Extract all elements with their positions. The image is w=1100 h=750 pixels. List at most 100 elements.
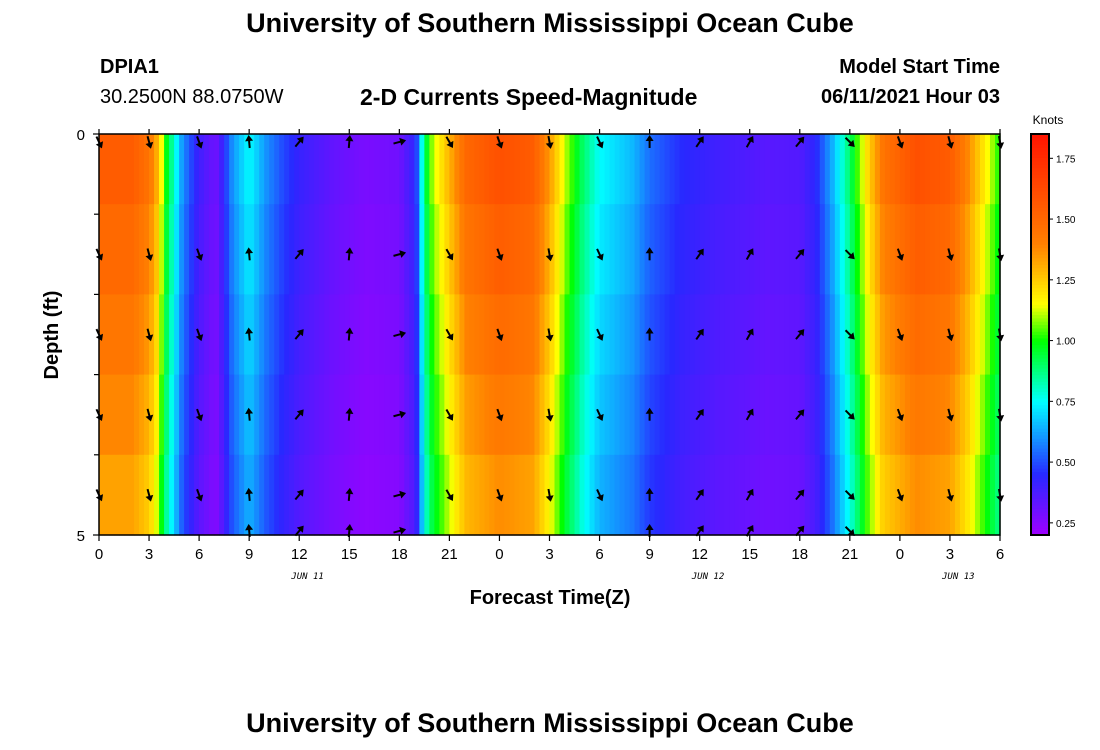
colorbar-segment	[1031, 514, 1049, 519]
current-arrow	[645, 135, 654, 148]
colorbar-segment	[1031, 491, 1049, 496]
heatmap-cell	[129, 134, 135, 205]
heatmap-cell	[219, 294, 225, 376]
heatmap-cell	[354, 134, 360, 205]
heatmap-cell	[519, 374, 526, 456]
colorbar-segment	[1031, 204, 1049, 209]
colorbar-segment	[1031, 411, 1049, 416]
heatmap-cell	[249, 454, 255, 536]
current-arrow	[393, 490, 407, 499]
heatmap-cell	[179, 374, 185, 456]
heatmap-cell	[609, 294, 616, 376]
heatmap-cell	[229, 204, 235, 295]
heatmap-cell	[309, 374, 315, 456]
heatmap-cell	[479, 204, 486, 295]
heatmap-cell	[569, 204, 576, 295]
x-tick-label: 9	[645, 546, 653, 563]
current-arrow	[345, 407, 354, 421]
heatmap-cell	[504, 454, 511, 536]
heatmap-cell	[864, 204, 871, 295]
heatmap-cell	[974, 204, 981, 295]
colorbar-segment	[1031, 220, 1049, 225]
heatmap-cell	[534, 454, 541, 536]
heatmap-cell	[489, 374, 496, 456]
heatmap-cell	[504, 374, 511, 456]
heatmap-cell	[584, 134, 591, 205]
heatmap-cell	[979, 294, 986, 376]
heatmap-cell	[214, 294, 220, 376]
current-arrow	[495, 248, 504, 261]
heatmap-cell	[939, 374, 946, 456]
heatmap-cell	[139, 374, 145, 456]
heatmap-cell	[854, 204, 861, 295]
x-axis-label: Forecast Time(Z)	[470, 587, 631, 609]
heatmap-cell	[619, 134, 626, 205]
heatmap-cell	[239, 204, 245, 295]
heatmap-cell	[584, 374, 591, 456]
heatmap-cell	[114, 374, 120, 456]
heatmap-cell	[429, 204, 435, 295]
heatmap-cell	[874, 134, 881, 205]
heatmap-cell	[244, 204, 250, 295]
colorbar-tick-label: 1.75	[1056, 154, 1076, 165]
heatmap-cell	[834, 374, 841, 456]
heatmap-cell	[774, 134, 781, 205]
colorbar-segment	[1031, 197, 1049, 202]
heatmap-cell	[104, 374, 110, 456]
heatmap-cell	[389, 204, 395, 295]
heatmap-cell	[379, 134, 385, 205]
heatmap-cell	[259, 294, 265, 376]
current-arrow	[545, 328, 554, 342]
heatmap-cell	[359, 374, 365, 456]
heatmap-cell	[664, 374, 671, 456]
heatmap-cell	[174, 204, 180, 295]
current-arrow	[896, 488, 905, 502]
heatmap-cell	[789, 294, 796, 376]
heatmap-cell	[479, 374, 486, 456]
heatmap-cell	[809, 294, 816, 376]
heatmap-cell	[924, 294, 931, 376]
heatmap-cell	[889, 374, 896, 456]
colorbar-tick-label: 0.75	[1056, 397, 1076, 408]
heatmap-cell	[204, 134, 210, 205]
heatmap-cell	[804, 204, 811, 295]
heatmap-cell	[469, 454, 476, 536]
heatmap-cell	[174, 454, 180, 536]
heatmap-cell	[319, 204, 325, 295]
current-arrow	[695, 328, 704, 340]
heatmap-cell	[939, 294, 946, 376]
heatmap-cell	[424, 134, 430, 205]
heatmap-cell	[164, 204, 170, 295]
heatmap-cell	[489, 134, 496, 205]
heatmap-cell	[844, 454, 851, 536]
heatmap-cell	[349, 454, 355, 536]
heatmap-cell	[954, 374, 961, 456]
heatmap-cell	[574, 134, 581, 205]
colorbar-segment	[1031, 408, 1049, 412]
heatmap-cell	[274, 294, 280, 376]
heatmap-cell	[439, 454, 445, 536]
heatmap-cell	[339, 374, 345, 456]
heatmap-cell	[644, 204, 651, 295]
colorbar-segment	[1031, 394, 1049, 399]
heatmap-cell	[259, 454, 265, 536]
current-arrow	[345, 327, 354, 341]
heatmap-cell	[844, 204, 851, 295]
heatmap-cell	[789, 454, 796, 536]
heatmap-cell	[194, 294, 200, 376]
heatmap-cell	[544, 294, 551, 376]
heatmap-cell	[589, 204, 596, 295]
heatmap-cell	[264, 204, 270, 295]
heatmap-cell	[469, 204, 476, 295]
colorbar-segment	[1031, 347, 1049, 352]
heatmap-cell	[174, 134, 180, 205]
heatmap-cell	[829, 374, 836, 456]
heatmap-cell	[404, 454, 410, 536]
heatmap-cell	[909, 454, 916, 536]
heatmap-cell	[399, 134, 405, 205]
heatmap-cell	[289, 454, 295, 536]
current-arrow	[844, 526, 855, 536]
heatmap-cell	[554, 294, 561, 376]
heatmap-cell	[229, 134, 235, 205]
heatmap-cell	[439, 204, 445, 295]
